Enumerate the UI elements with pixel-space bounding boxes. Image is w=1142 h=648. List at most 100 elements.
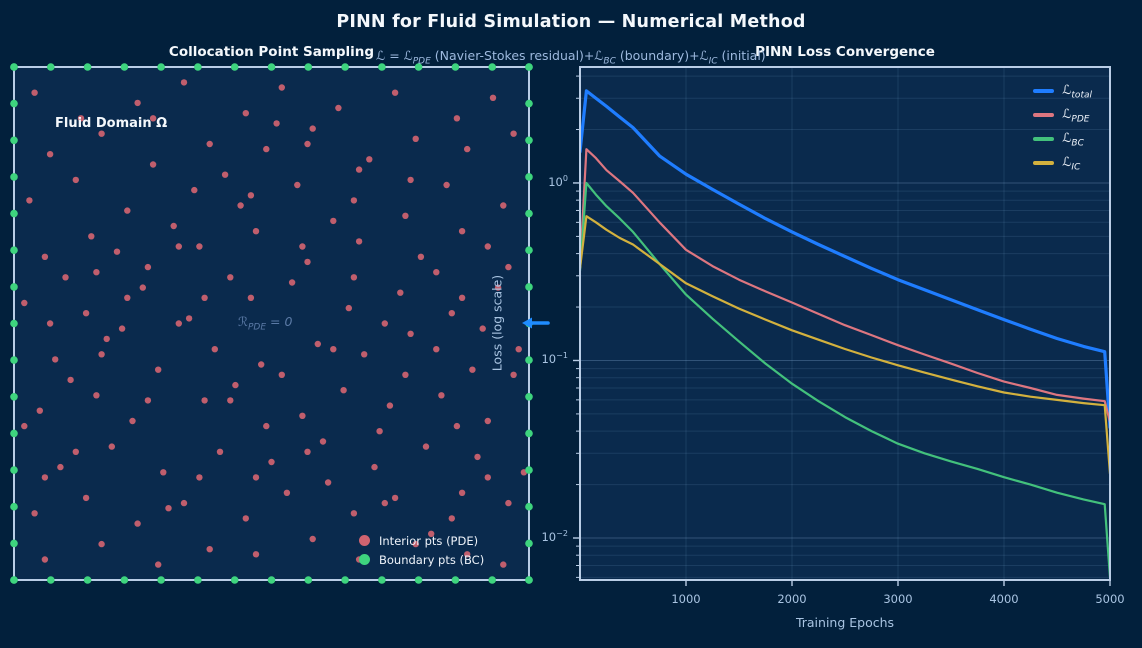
interior-point — [438, 392, 445, 399]
x-tick-label: 1000 — [671, 592, 701, 606]
interior-point — [77, 115, 85, 122]
boundary-point — [157, 63, 165, 71]
interior-point — [46, 320, 54, 327]
legend-marker-icon — [359, 535, 370, 546]
legend-marker-icon — [359, 554, 370, 565]
interior-point — [474, 453, 481, 461]
interior-point — [422, 443, 430, 450]
fluid-domain-label: Fluid Domain Ω — [55, 116, 168, 131]
interior-point — [278, 371, 285, 378]
interior-point — [484, 417, 491, 425]
interior-point — [180, 79, 188, 86]
interior-point — [278, 84, 285, 91]
boundary-point — [414, 63, 423, 71]
boundary-point — [47, 576, 55, 584]
boundary-point — [525, 63, 533, 71]
boundary-point — [10, 502, 18, 511]
interior-point — [31, 510, 38, 517]
page-title: PINN for Fluid Simulation — Numerical Me… — [336, 12, 806, 32]
interior-point — [221, 171, 229, 178]
boundary-point — [10, 539, 18, 548]
interior-point — [129, 417, 136, 425]
boundary-point — [525, 429, 533, 438]
interior-point — [227, 397, 234, 404]
scatter-legend-item: Boundary pts (BC) — [359, 550, 484, 569]
loss-legend-item: ℒIC — [1033, 151, 1092, 175]
interior-point — [41, 474, 49, 481]
boundary-point — [378, 63, 386, 71]
interior-point — [26, 197, 33, 204]
interior-point — [31, 89, 38, 96]
interior-point — [144, 397, 152, 404]
interior-point — [242, 110, 249, 117]
interior-point — [21, 422, 28, 430]
boundary-point — [194, 576, 202, 584]
interior-point — [62, 274, 69, 281]
loss-curve-L_BC — [580, 181, 1110, 579]
interior-point — [268, 458, 275, 466]
boundary-point — [10, 466, 18, 474]
boundary-point — [10, 63, 18, 71]
interior-point — [170, 222, 177, 230]
interior-point — [108, 443, 116, 450]
interior-point — [242, 515, 249, 522]
connector-arrow-icon — [522, 317, 550, 329]
interior-point — [464, 551, 471, 558]
interior-point — [294, 181, 301, 189]
interior-point — [247, 294, 255, 301]
loss-equation-subtitle: ℒ = ℒPDE (Navier-Stokes residual)+ℒBC (b… — [376, 48, 766, 67]
pde-residual-annotation: ℛPDE = 0 — [238, 314, 293, 333]
loss-curves-canvas — [573, 66, 1111, 586]
boundary-point — [451, 63, 460, 71]
legend-line-icon — [1033, 89, 1055, 93]
interior-point — [299, 243, 306, 250]
interior-point — [319, 438, 327, 445]
right-plot-title: PINN Loss Convergence — [755, 44, 935, 60]
interior-point — [93, 269, 100, 276]
interior-point — [340, 387, 347, 394]
interior-point — [57, 463, 64, 471]
loss-legend-item: ℒPDE — [1033, 103, 1092, 127]
interior-point — [98, 130, 105, 137]
interior-point — [46, 151, 54, 158]
interior-point — [500, 202, 507, 209]
interior-point — [216, 448, 224, 455]
boundary-point — [10, 356, 18, 364]
interior-point — [479, 325, 486, 332]
interior-point — [252, 551, 260, 558]
interior-point — [494, 284, 502, 291]
loss-legend-item: ℒBC — [1033, 127, 1092, 151]
interior-point — [67, 376, 74, 384]
y-tick-label: 100 — [548, 173, 568, 189]
boundary-point — [10, 173, 18, 181]
interior-point — [361, 351, 368, 358]
interior-point — [196, 243, 203, 250]
interior-point — [330, 217, 337, 225]
interior-point — [263, 145, 270, 153]
boundary-point — [414, 576, 423, 584]
interior-point — [98, 540, 105, 548]
interior-point — [484, 474, 491, 481]
interior-point — [124, 207, 131, 214]
interior-point — [175, 320, 182, 327]
interior-point — [309, 125, 316, 132]
interior-point — [335, 104, 342, 112]
interior-point — [72, 448, 79, 455]
interior-point — [402, 212, 409, 219]
interior-point — [397, 289, 404, 296]
interior-point — [417, 253, 425, 260]
interior-point — [355, 238, 363, 245]
boundary-point — [525, 539, 533, 548]
legend-line-icon — [1033, 161, 1055, 165]
interior-point — [355, 166, 363, 173]
interior-point — [191, 186, 198, 194]
interior-point — [247, 192, 255, 199]
interior-point — [443, 181, 450, 189]
boundary-point — [10, 246, 18, 254]
boundary-point — [83, 576, 92, 584]
boundary-point — [157, 576, 165, 584]
interior-point — [252, 474, 260, 481]
interior-point — [505, 499, 512, 507]
interior-point — [350, 274, 358, 281]
